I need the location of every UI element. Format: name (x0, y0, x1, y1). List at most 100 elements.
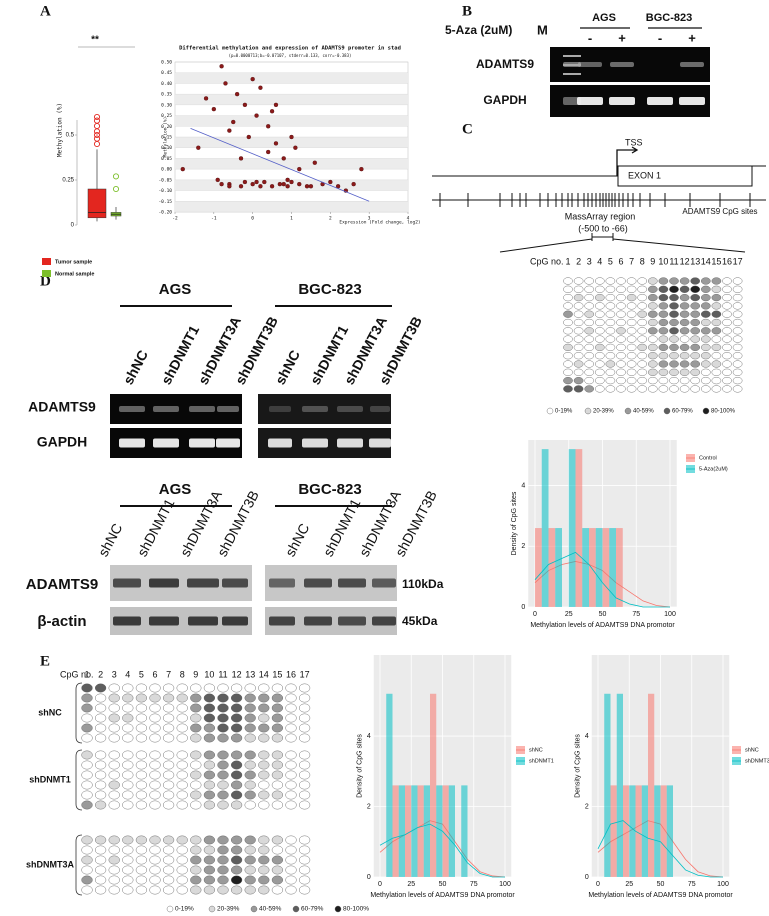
cpg-dot (203, 703, 216, 713)
cpg-dot (217, 855, 229, 865)
point (273, 102, 279, 108)
cpg-dot (149, 693, 161, 703)
cpg-dot (679, 318, 690, 327)
cpg-dot (701, 368, 711, 376)
cpg-dot (217, 875, 229, 885)
cpg-dot (231, 703, 243, 713)
cpg-dot (244, 723, 256, 733)
cpg-dot (690, 327, 701, 335)
x-tick-label: -1 (211, 216, 217, 222)
cpg-dot (679, 335, 690, 343)
cpg-dot (616, 294, 626, 302)
x-tick-label: 0 (596, 881, 600, 888)
band (338, 578, 366, 588)
cpg-dot (163, 770, 175, 780)
x-tick-label: 75 (688, 881, 696, 888)
cpg-dot (285, 693, 297, 703)
cpg-dot (732, 343, 743, 352)
cpg-dot (626, 368, 637, 376)
cpg-dot (258, 683, 270, 693)
cpg-dot (108, 885, 120, 895)
y-axis-label: Density of CpG sites (575, 734, 582, 798)
bracket (75, 834, 83, 896)
cpg-dot (108, 723, 120, 733)
cpg-dot (108, 845, 120, 855)
cpg-dot (573, 327, 584, 335)
cpg-dot (135, 855, 148, 865)
cpg-dot (605, 352, 616, 360)
point (281, 181, 286, 187)
cpg-dot (94, 790, 107, 800)
y-tick-label: 0.25 (161, 113, 172, 119)
cpg-dot (595, 327, 605, 335)
cpg-dot (285, 683, 297, 693)
cpg-dot (690, 310, 701, 318)
cpg-dot (605, 343, 616, 352)
cpg-dot (679, 360, 690, 368)
cpg-dot (648, 302, 658, 310)
point (281, 156, 286, 161)
y-tick-label: 4 (585, 733, 589, 740)
cpg-dot (626, 327, 637, 335)
cpg-dot (108, 800, 120, 810)
cpg-dot (258, 780, 270, 790)
band (609, 97, 635, 105)
cpg-dot (217, 723, 229, 733)
band (647, 97, 673, 105)
cpg-dot (616, 343, 626, 352)
treatment-label: 5-Aza (2uM) (445, 23, 512, 37)
cpg-dot (616, 327, 626, 335)
bar (411, 785, 418, 877)
gel (258, 394, 391, 424)
cpg-dot (595, 294, 605, 302)
cpg-dot (81, 703, 93, 713)
legend-label: shDNMT1 (529, 758, 554, 764)
cpg-dot (648, 318, 658, 327)
cpg-dot (258, 875, 270, 885)
cpg-dot (573, 343, 584, 352)
point (250, 181, 255, 187)
cpg-dot (563, 335, 573, 343)
cpg-number: 15 (272, 669, 282, 679)
cpg-dot (81, 693, 93, 703)
cpg-dot (217, 683, 229, 693)
x-tick-label: 100 (664, 611, 676, 618)
cpg-dot (616, 277, 626, 285)
bar (602, 528, 610, 607)
cpg-dot (122, 865, 134, 875)
x-axis-label: Methylation levels of ADAMTS9 DNA promot… (530, 622, 675, 629)
cpg-dot (584, 352, 595, 360)
cpg-dot (722, 302, 732, 310)
bar (461, 785, 468, 877)
ladder (563, 64, 581, 66)
region-range: (-500 to -66) (578, 223, 628, 233)
cpg-dot (299, 885, 311, 895)
cpg-number: 9 (193, 669, 198, 679)
cpg-dot (658, 368, 669, 376)
cpg-dot (203, 693, 216, 703)
y-tick-label: 0.05 (161, 156, 172, 162)
cpg-dot (244, 835, 256, 845)
x-tick-label: 100 (499, 881, 511, 888)
cpg-dot (584, 285, 595, 293)
bar (417, 785, 424, 877)
legend-dot (166, 905, 174, 913)
point (227, 184, 232, 189)
ladder (563, 55, 581, 57)
cpg-dot (135, 885, 148, 895)
cpg-dot (669, 352, 679, 360)
legend-dot (250, 905, 258, 913)
legend-label: 80-100% (343, 906, 369, 913)
band (149, 616, 179, 626)
cpg-number: 7 (166, 669, 171, 679)
cpg-dot (616, 385, 626, 393)
group-label: shNC (38, 707, 62, 717)
cpg-dot (722, 285, 732, 293)
x-tick-label: 0 (533, 611, 537, 618)
legend-swatch (42, 258, 51, 265)
band (337, 438, 363, 448)
point (277, 181, 283, 187)
cpg-dot (285, 790, 297, 800)
tss-label: TSS (625, 137, 643, 147)
cpg-dot (637, 385, 648, 393)
